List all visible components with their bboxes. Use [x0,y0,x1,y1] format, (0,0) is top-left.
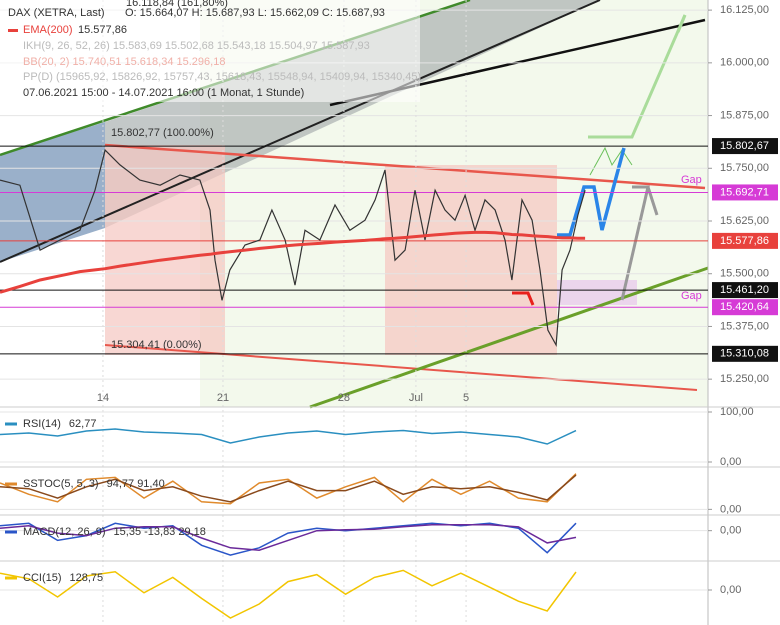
y-tick-label: 16.000,00 [720,57,769,69]
trend-line [0,0,601,263]
y-tick-label: 0,00 [720,503,741,515]
level-label: 15.577,86 [720,235,769,247]
level-box [712,184,778,201]
legend-name: DAX (XETRA, Last) [8,7,105,19]
level-box [712,299,778,316]
legend-text: IKH(9, 26, 52, 26) 15.583,69 15.502,68 1… [23,40,370,52]
legend-ohlc: O: 15.664,07 H: 15.687,93 L: 15.662,09 C… [125,7,385,19]
arrow [589,146,633,176]
level-box [712,138,778,155]
series-line [0,524,577,551]
panel-value: 94,77 91,40 [107,478,165,490]
x-tick-label: Jul [409,392,423,404]
series-line [0,428,577,445]
level-label: 15.692,71 [720,186,769,198]
x-tick-label: 5 [463,392,469,404]
panel-value: 62,77 [69,418,97,430]
series-line [0,474,577,503]
y-tick-label: 100,00 [720,406,754,418]
arrow [588,14,687,139]
series-line [0,230,586,294]
y-tick-label: 0,00 [720,456,741,468]
level-box [712,232,778,249]
series-line [0,569,577,619]
annotation: 15.802,77 (100.00%) [111,127,214,139]
legend-swatch [8,29,18,32]
x-tick-label: 28 [338,392,350,404]
annotation: Gap [681,174,702,186]
trend-line [104,344,698,391]
drawings [0,0,709,409]
panel-label: SSTOC(5, 5, 3) [23,478,99,490]
panel-value: 128,75 [70,572,104,584]
y-tick-label: 15.875,00 [720,109,769,121]
panel-value: 15,35 -13,83 29,18 [114,526,206,538]
annotation: Gap [681,290,702,302]
zone-pink [105,145,225,355]
series-line [0,473,577,505]
legend-name: EMA(200) [23,24,73,36]
arrow [676,14,687,33]
series-line [0,148,586,348]
panel-label: RSI(14) [23,418,61,430]
legend: DAX (XETRA, Last) O: 15.664,07 H: 15.687… [0,0,702,351]
y-tick-label: 15.375,00 [720,320,769,332]
legend-text: 07.06.2021 15:00 - 14.07.2021 16:00 (1 M… [23,87,304,99]
y-tick-label: 15.500,00 [720,268,769,280]
level-label: 15.310,08 [720,348,769,360]
panel-label: CCI(15) [23,572,62,584]
panel-label: MACD(12, 26, 9) [23,526,106,538]
annotation: 15.304,41 (0.00%) [111,339,202,351]
legend-bg [0,0,420,102]
legend-text: PP(D) (15965,92, 15826,92, 15757,43, 156… [23,71,421,83]
y-tick-label: 16.125,00 [720,4,769,16]
trend-line [104,143,706,190]
y-tick-label: 0,00 [720,584,741,596]
annotation: 16.118,84 (161,80%) [126,0,228,9]
x-tick-label: 21 [217,392,229,404]
y-tick-label: 15.250,00 [720,373,769,385]
y-tick-label: 0,00 [720,525,741,537]
y-tick-label: 15.625,00 [720,215,769,227]
level-label: 15.461,20 [720,284,769,296]
arrow [646,186,659,216]
legend-text: BB(20, 2) 15.740,51 15.618,34 15.296,18 [23,56,225,68]
x-tick-label: 14 [97,392,109,404]
channel-gray [105,0,600,228]
level-label: 15.420,64 [720,301,769,313]
y-tick-label: 15.750,00 [720,162,769,174]
level-box [712,282,778,299]
trend-line [309,266,709,409]
arrow [557,147,626,237]
level-label: 15.802,67 [720,140,769,152]
legend-value: 15.577,86 [78,24,127,36]
level-box [712,345,778,362]
arrow [512,291,535,306]
